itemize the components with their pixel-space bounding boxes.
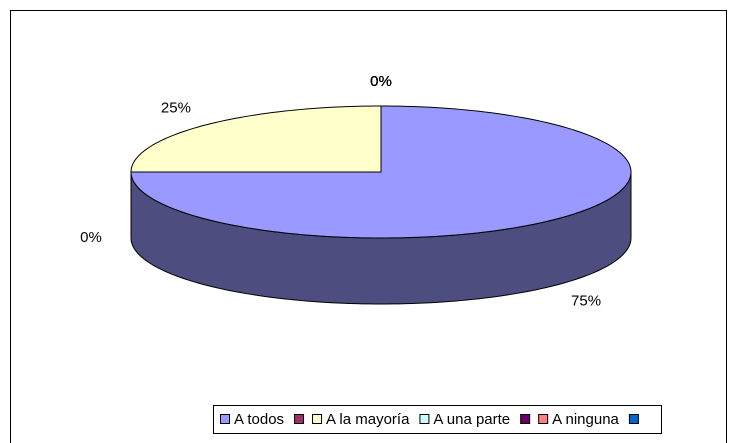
legend-box bbox=[213, 405, 662, 434]
legend-label: A una parte bbox=[433, 411, 510, 428]
legend-swatch bbox=[294, 414, 305, 424]
data-label: 0% bbox=[370, 73, 392, 90]
data-label: 75% bbox=[571, 293, 601, 310]
legend-label: A la mayoría bbox=[326, 411, 410, 428]
pie-slice bbox=[130, 105, 382, 173]
legend-label: A todos bbox=[234, 411, 284, 428]
legend-swatch bbox=[220, 414, 230, 424]
legend-swatch bbox=[312, 414, 323, 424]
pie-tops bbox=[130, 105, 632, 239]
legend-swatch bbox=[538, 414, 549, 424]
data-label: 0% bbox=[370, 73, 392, 90]
legend-swatch bbox=[419, 414, 430, 424]
data-label: 0% bbox=[80, 229, 102, 246]
data-label: 0% bbox=[370, 73, 392, 90]
data-label: 25% bbox=[161, 99, 191, 116]
legend-label: A ninguna bbox=[552, 411, 619, 428]
legend-swatch bbox=[628, 414, 639, 424]
data-label: 0% bbox=[370, 73, 392, 90]
legend-swatch bbox=[520, 414, 531, 424]
